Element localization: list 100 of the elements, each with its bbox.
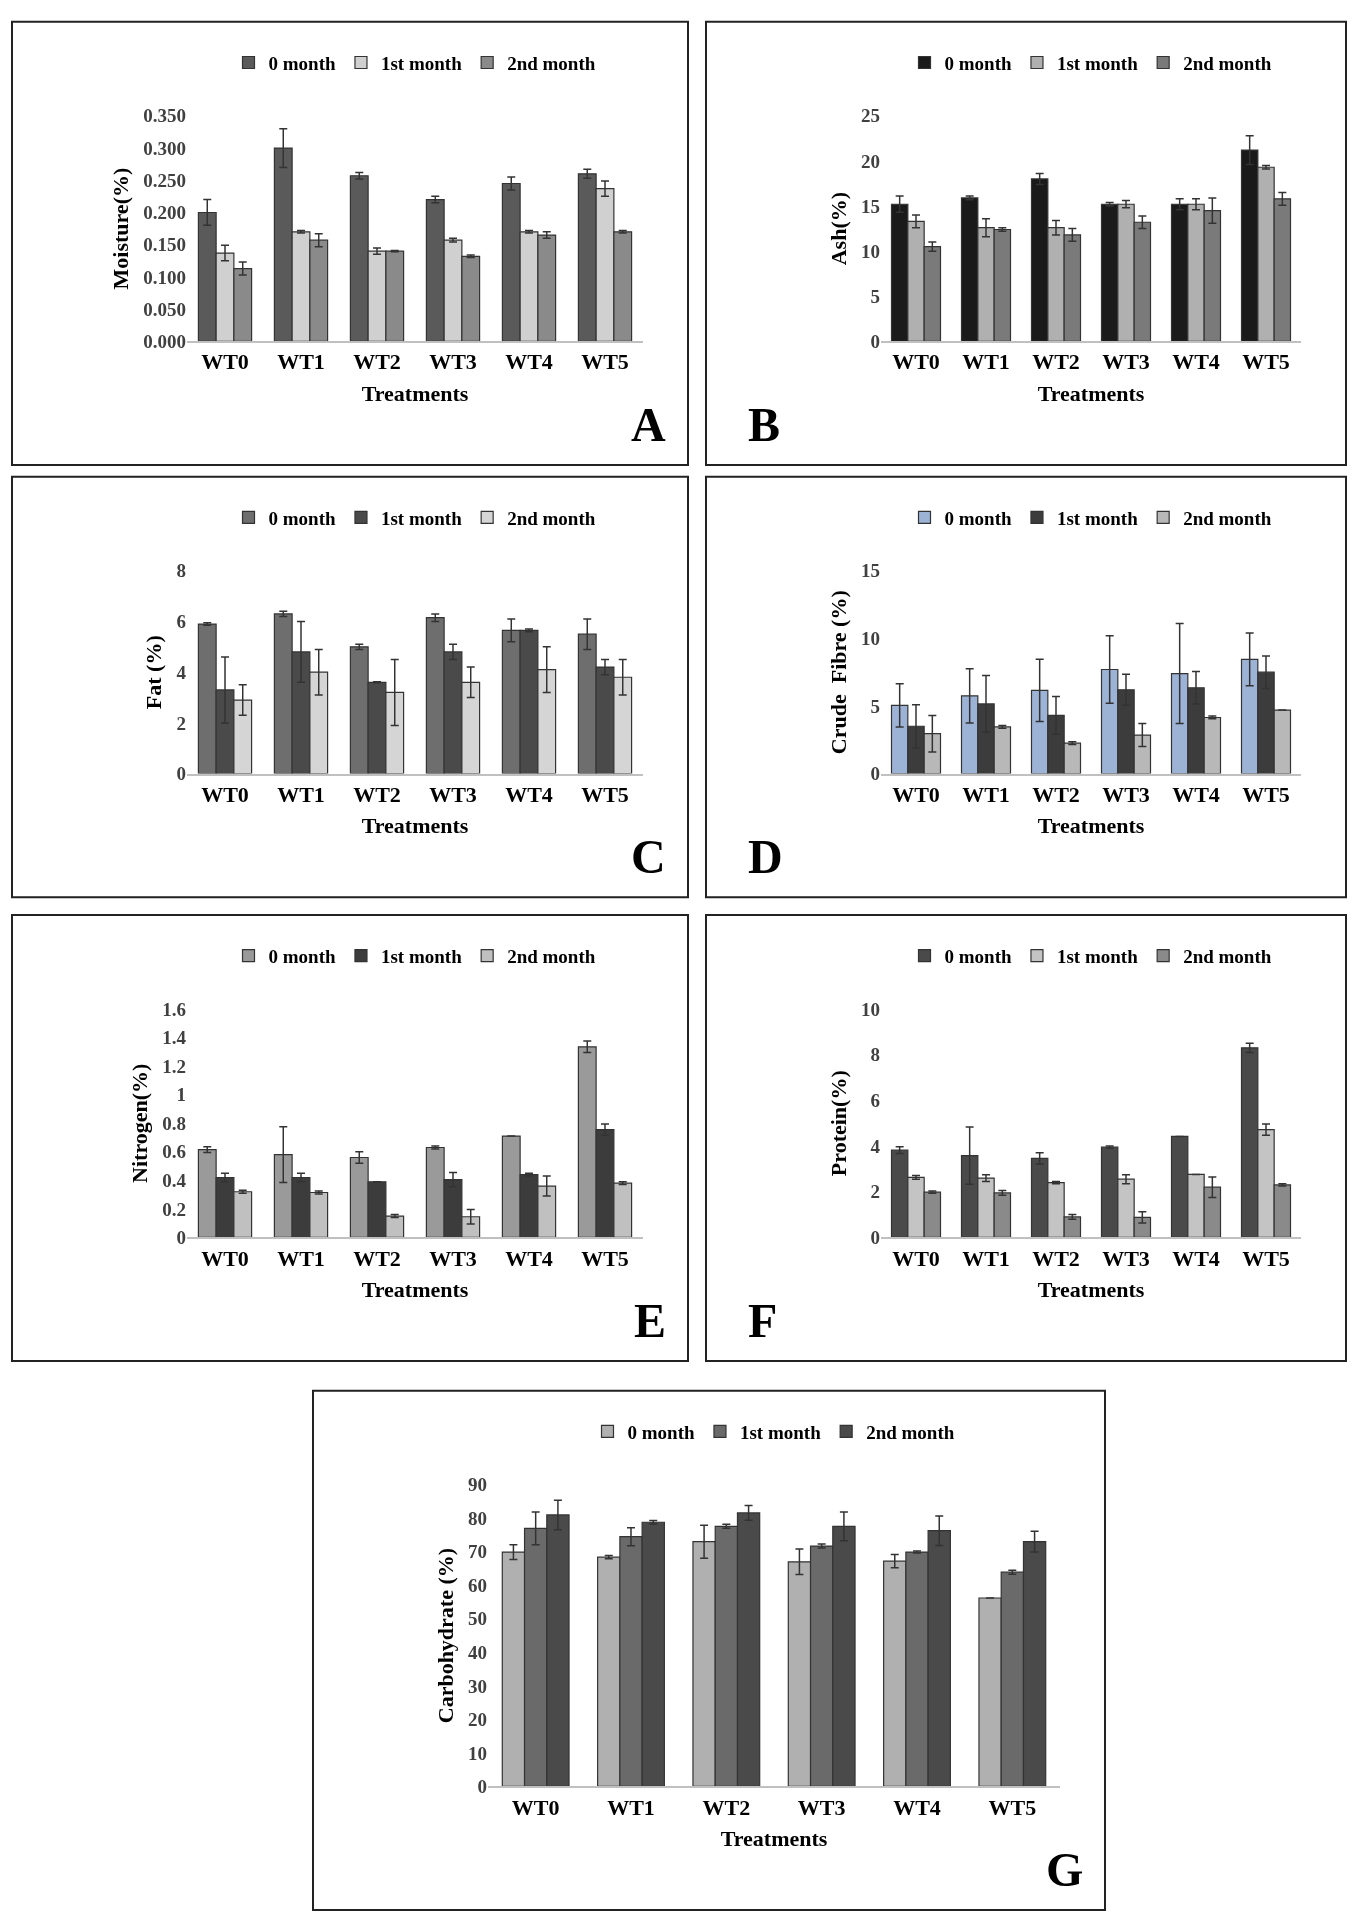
legend-label: 0 month (268, 946, 336, 968)
x-tick-label: WT1 (277, 781, 325, 807)
y-axis-title: Nitrogen(%) (127, 1063, 153, 1183)
legend-label: 1st month (380, 52, 463, 74)
y-tick-label: 1.6 (162, 998, 186, 1020)
x-tick-label: WT1 (962, 781, 1010, 807)
y-axis-title: Fat (%) (141, 635, 167, 710)
x-tick-label: WT4 (505, 349, 553, 375)
legend-label: 0 month (944, 946, 1012, 968)
y-tick-label: 4 (870, 1135, 881, 1157)
y-tick-label: 30 (468, 1675, 487, 1697)
legend-label: 0 month (268, 52, 336, 74)
y-tick-label: 80 (468, 1507, 487, 1529)
x-tick-label: WT2 (1032, 781, 1080, 807)
y-tick-label: 10 (861, 628, 880, 650)
y-tick-label: 60 (468, 1574, 487, 1596)
y-tick-label: 0 (176, 763, 186, 785)
x-tick-label: WT4 (505, 1245, 553, 1271)
legend-label: 2nd month (1183, 52, 1272, 74)
text: D (748, 830, 783, 883)
text: G (1046, 1843, 1084, 1896)
y-tick-label: 0 (870, 763, 880, 785)
text: A (631, 398, 666, 451)
x-tick-label: WT3 (1102, 781, 1150, 807)
y-tick-label: 0.4 (162, 1169, 187, 1191)
x-tick-label: WT2 (1032, 1245, 1080, 1271)
x-tick-label: WT5 (1242, 1245, 1290, 1271)
y-tick-label: 4 (176, 661, 187, 683)
y-tick-label: 0 (176, 1227, 186, 1249)
y-tick-label: 10 (861, 998, 880, 1020)
y-tick-label: 0.000 (143, 330, 186, 352)
y-tick-label: 2 (870, 1181, 880, 1203)
x-axis-title: Treatments (361, 1277, 469, 1303)
legend-label: 1st month (1056, 52, 1139, 74)
x-tick-label: WT3 (429, 1245, 477, 1271)
y-tick-label: 0.150 (143, 234, 186, 256)
x-tick-label: WT0 (511, 1794, 560, 1820)
y-tick-label: 0.050 (143, 298, 186, 320)
x-tick-label: WT2 (353, 1245, 401, 1271)
x-tick-label: WT0 (892, 349, 940, 375)
x-tick-label: WT0 (892, 781, 940, 807)
legend-label: 2nd month (507, 52, 596, 74)
x-tick-label: WT3 (1102, 1245, 1150, 1271)
y-axis-title: Crude Fibre (%) (825, 590, 851, 755)
x-tick-label: WT4 (505, 781, 553, 807)
y-tick-label: 5 (870, 285, 880, 307)
x-tick-label: WT3 (1102, 349, 1150, 375)
legend-label: 0 month (944, 52, 1012, 74)
legend-label: 0 month (268, 507, 336, 529)
x-tick-label: WT0 (201, 349, 249, 375)
y-tick-label: 15 (861, 195, 880, 217)
x-tick-label: WT1 (962, 1245, 1010, 1271)
x-tick-label: WT3 (797, 1794, 846, 1820)
x-axis-title: Treatments (1037, 813, 1145, 839)
x-tick-label: WT5 (581, 349, 629, 375)
text: E (634, 1294, 667, 1347)
y-tick-label: 8 (176, 560, 186, 582)
y-tick-label: 10 (468, 1742, 487, 1764)
y-tick-label: 25 (861, 105, 880, 127)
y-tick-label: 0.200 (143, 202, 186, 224)
x-tick-label: WT2 (702, 1794, 751, 1820)
x-tick-label: WT2 (1032, 349, 1080, 375)
text: F (748, 1294, 778, 1347)
x-tick-label: WT0 (201, 781, 249, 807)
x-tick-label: WT2 (353, 781, 401, 807)
legend-label: 1st month (1056, 507, 1139, 529)
legend-label: 0 month (944, 507, 1012, 529)
legend-label: 2nd month (866, 1421, 955, 1443)
text: C (631, 830, 666, 883)
y-tick-label: 0 (870, 330, 880, 352)
y-tick-label: 1 (176, 1084, 186, 1106)
x-axis-title: Treatments (1037, 380, 1145, 406)
y-tick-label: 1.2 (162, 1055, 186, 1077)
y-tick-label: 20 (468, 1709, 487, 1731)
y-tick-label: 10 (861, 240, 880, 262)
y-tick-label: 2 (176, 712, 186, 734)
y-tick-label: 0 (477, 1776, 487, 1798)
y-tick-label: 6 (870, 1090, 880, 1112)
x-tick-label: WT1 (962, 349, 1010, 375)
y-axis-title: Carbohydrate (%) (432, 1547, 458, 1724)
x-tick-label: WT5 (1242, 781, 1290, 807)
y-tick-label: 0.250 (143, 169, 186, 191)
legend-label: 1st month (1056, 946, 1139, 968)
y-tick-label: 70 (468, 1541, 487, 1563)
x-tick-label: WT1 (277, 349, 325, 375)
x-tick-label: WT1 (607, 1794, 655, 1820)
x-axis-title: Treatments (361, 813, 469, 839)
legend-label: 1st month (380, 507, 463, 529)
x-tick-label: WT5 (1242, 349, 1290, 375)
x-axis-title: Treatments (361, 380, 469, 406)
x-tick-label: WT5 (581, 1245, 629, 1271)
y-tick-label: 90 (468, 1474, 487, 1496)
x-tick-label: WT1 (277, 1245, 325, 1271)
x-tick-label: WT5 (581, 781, 629, 807)
y-axis-title: Moisture(%) (108, 167, 134, 290)
y-tick-label: 0.8 (162, 1112, 186, 1134)
x-tick-label: WT4 (1172, 349, 1220, 375)
x-tick-label: WT3 (429, 349, 477, 375)
x-tick-label: WT4 (893, 1794, 941, 1820)
x-axis-title: Treatments (1037, 1277, 1145, 1303)
